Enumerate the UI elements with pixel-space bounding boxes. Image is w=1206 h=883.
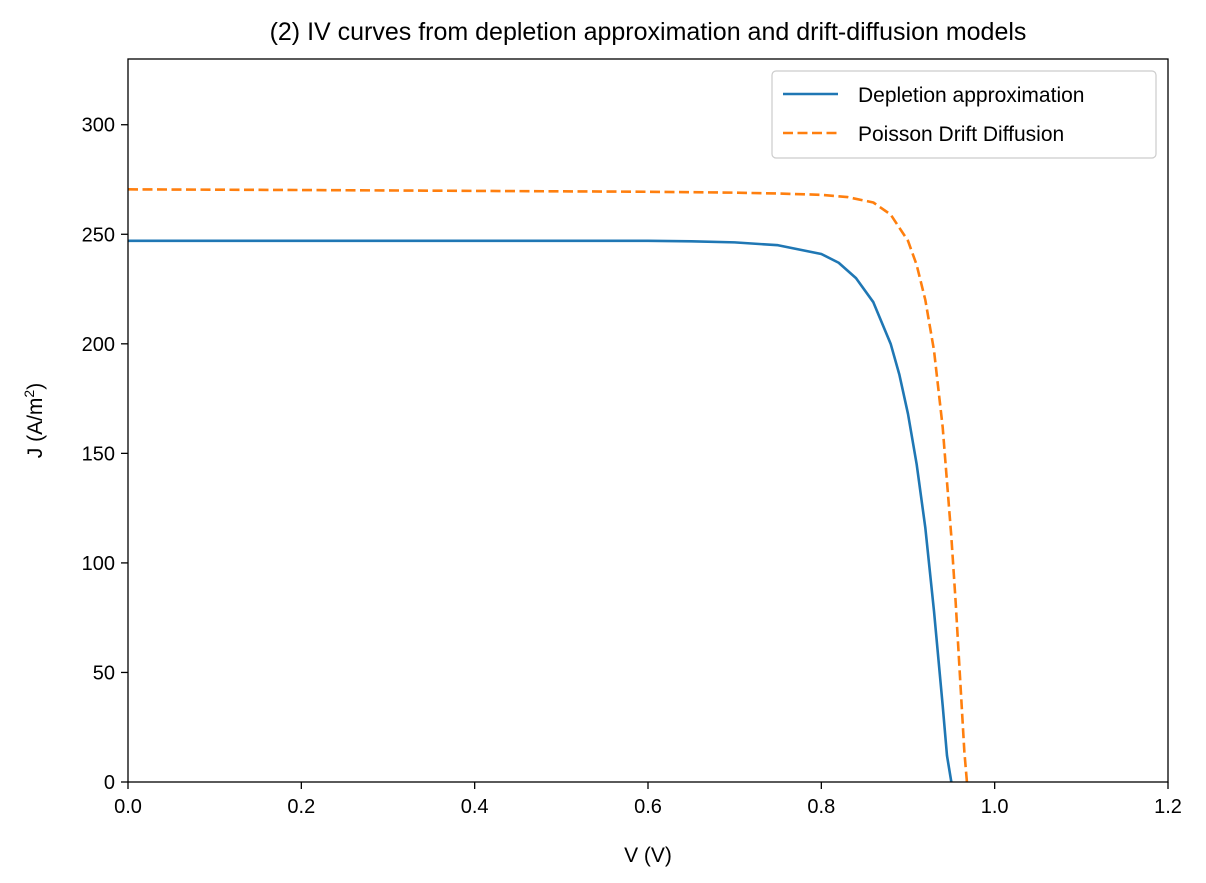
y-tick-label: 0: [104, 772, 115, 794]
x-axis: 0.0 0.2 0.4 0.6 0.8 1.0 1.2: [114, 782, 1182, 818]
legend-label-depletion: Depletion approximation: [858, 84, 1084, 107]
y-axis-label-end: ): [24, 383, 47, 390]
plot-area: [127, 188, 969, 783]
x-axis-label: V (V): [624, 844, 672, 867]
y-axis-label: J (A/m2): [21, 383, 47, 458]
axes-frame: [127, 58, 1169, 783]
x-tick-label: 0.6: [634, 796, 662, 818]
x-tick-label: 1.0: [981, 796, 1009, 818]
x-tick-label: 0.2: [287, 796, 315, 818]
series-line-depletion: [128, 239, 953, 783]
y-tick-label: 250: [82, 224, 115, 246]
x-tick-label: 1.2: [1154, 796, 1182, 818]
x-tick-label: 0.4: [461, 796, 489, 818]
y-axis: 0 50 100 150 200 250 300: [82, 115, 128, 794]
legend: Depletion approximation Poisson Drift Di…: [771, 70, 1157, 159]
y-axis-label-main: J (A/m: [24, 398, 47, 459]
y-tick-label: 50: [93, 662, 115, 684]
y-axis-label-superscript: 2: [21, 390, 37, 398]
x-tick-label: 0.8: [807, 796, 835, 818]
legend-box: [771, 70, 1157, 159]
y-tick-label: 300: [82, 115, 115, 137]
y-tick-label: 150: [82, 443, 115, 465]
series-line-drift-diffusion: [127, 188, 969, 783]
chart-title: (2) IV curves from depletion approximati…: [270, 18, 1027, 46]
y-tick-label: 100: [82, 553, 115, 575]
x-tick-label: 0.0: [114, 796, 142, 818]
y-tick-label: 200: [82, 334, 115, 356]
legend-label-drift-diffusion: Poisson Drift Diffusion: [858, 123, 1064, 146]
